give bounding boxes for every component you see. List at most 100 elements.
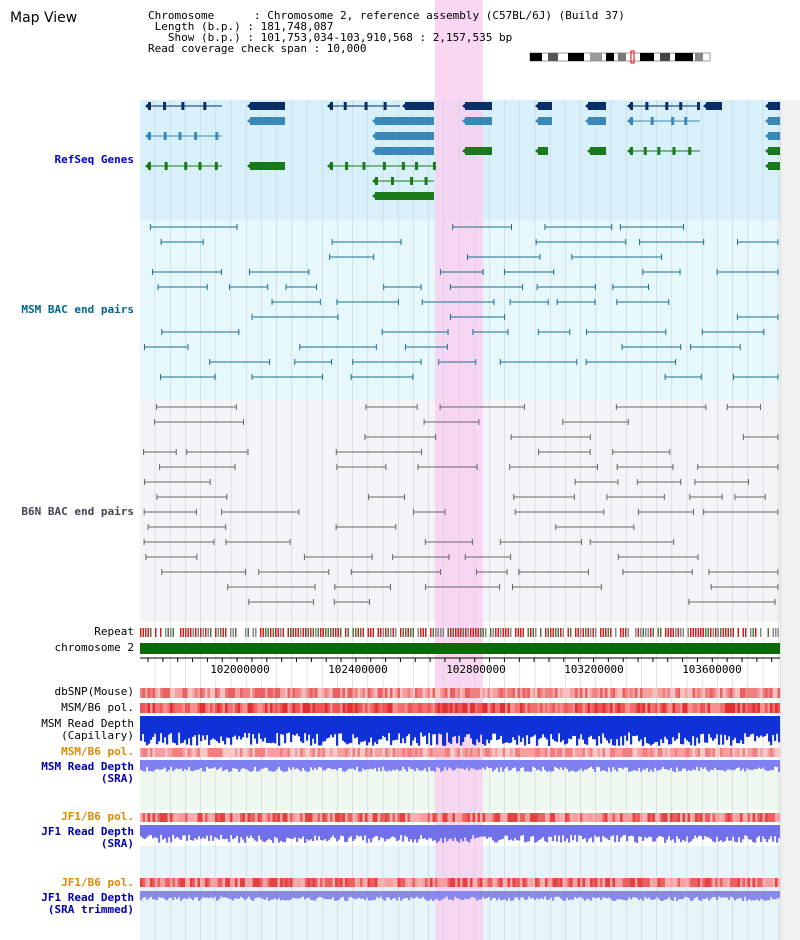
depth-bar	[188, 760, 191, 768]
heat-mark	[775, 748, 778, 757]
heat-mark	[367, 748, 371, 757]
heat-mark	[575, 813, 578, 822]
heat-mark	[570, 688, 573, 698]
heat-mark	[200, 878, 203, 887]
repeat-mark	[635, 628, 637, 637]
heat-mark	[287, 748, 291, 757]
depth-bar	[522, 760, 525, 768]
heat-mark	[427, 878, 431, 887]
heat-mark	[320, 813, 323, 822]
depth-bar	[542, 891, 545, 900]
depth-bar	[482, 716, 485, 745]
depth-bar	[548, 825, 551, 837]
heat-mark	[147, 813, 151, 822]
repeat-mark	[685, 628, 687, 637]
depth-bar	[614, 825, 617, 843]
repeat-mark	[587, 628, 589, 637]
depth-bar	[452, 716, 455, 737]
heat-mark	[707, 878, 711, 887]
depth-bar	[284, 891, 287, 901]
heat-mark	[680, 748, 683, 757]
heat-mark	[350, 748, 353, 757]
heat-mark	[490, 813, 493, 822]
depth-bar	[386, 760, 389, 772]
heat-mark	[177, 878, 181, 887]
gene-exon	[679, 102, 683, 110]
depth-bar	[526, 760, 529, 772]
depth-bar	[274, 825, 277, 837]
repeat-mark	[207, 628, 209, 637]
heat-mark	[495, 703, 498, 713]
heat-mark	[705, 688, 708, 698]
heat-mark	[547, 813, 551, 822]
depth-bar	[582, 825, 585, 840]
depth-bar	[152, 891, 155, 900]
depth-bar	[202, 716, 205, 736]
repeat-mark	[302, 628, 304, 637]
depth-bar	[406, 760, 409, 772]
depth-bar	[368, 716, 371, 743]
heat-mark	[592, 878, 596, 887]
depth-bar	[326, 716, 329, 739]
depth-bar	[494, 825, 497, 843]
heat-mark	[315, 748, 318, 757]
depth-bar	[426, 716, 429, 745]
depth-bar	[592, 716, 595, 740]
heat-mark	[752, 813, 756, 822]
heat-mark	[592, 688, 596, 698]
length-info: Length (b.p.) : 181,748,087	[148, 20, 334, 33]
depth-bar	[414, 891, 417, 898]
heat-mark	[145, 813, 148, 822]
heat-mark	[197, 813, 201, 822]
heat-mark	[557, 748, 561, 757]
heat-mark	[460, 748, 463, 757]
depth-bar	[336, 760, 339, 771]
heat-mark	[440, 703, 443, 713]
depth-bar	[170, 825, 173, 843]
depth-bar	[252, 760, 255, 771]
heat-mark	[685, 878, 688, 887]
depth-bar	[432, 760, 435, 771]
depth-bar	[716, 891, 719, 900]
heat-mark	[635, 703, 638, 713]
depth-bar	[384, 825, 387, 842]
repeat-mark	[172, 628, 174, 637]
depth-bar	[174, 716, 177, 744]
msm-bac-label[interactable]: MSM BAC end pairs	[21, 303, 134, 316]
heat-mark	[287, 703, 291, 713]
heat-mark	[272, 813, 276, 822]
depth-bar	[280, 716, 283, 734]
depth-bar	[754, 891, 757, 901]
depth-bar	[734, 760, 737, 770]
heat-mark	[235, 688, 238, 698]
depth-bar	[604, 825, 607, 838]
heat-mark	[227, 688, 231, 698]
heat-mark	[490, 878, 493, 887]
gene-exon	[657, 147, 661, 155]
heat-mark	[215, 748, 218, 757]
heat-mark	[572, 703, 576, 713]
heat-mark	[642, 748, 646, 757]
depth-bar	[706, 825, 709, 838]
heat-mark	[435, 748, 438, 757]
repeat-mark	[687, 628, 689, 637]
heat-mark	[332, 813, 336, 822]
vertical-scrollbar[interactable]	[780, 100, 800, 940]
depth-bar	[774, 716, 777, 741]
depth-bar	[422, 891, 425, 897]
refseq-genes-label[interactable]: RefSeq Genes	[54, 153, 134, 166]
gene-strand	[765, 117, 770, 125]
gene-strand	[247, 162, 252, 170]
depth-bar	[744, 891, 747, 897]
heat-mark	[315, 813, 318, 822]
depth-bar	[166, 716, 169, 745]
depth-bar	[264, 891, 267, 900]
b6n-bac-label[interactable]: B6N BAC end pairs	[21, 505, 134, 518]
heat-mark	[312, 703, 316, 713]
depth-bar	[350, 825, 353, 837]
heat-mark	[772, 703, 776, 713]
heat-mark	[330, 813, 333, 822]
repeat-mark	[750, 628, 752, 637]
repeat-mark	[305, 628, 307, 637]
